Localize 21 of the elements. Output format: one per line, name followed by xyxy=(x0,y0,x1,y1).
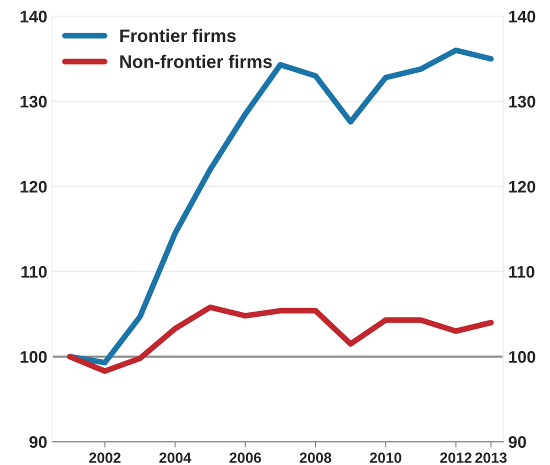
y2-tick-label: 110 xyxy=(509,266,534,278)
y2-tick-label: 130 xyxy=(509,96,536,108)
x-tick-label: 2004 xyxy=(159,452,192,463)
y2-tick-label: 100 xyxy=(509,351,536,363)
y-tick-label: 120 xyxy=(20,180,47,193)
y2-tick-label: 90 xyxy=(508,436,526,448)
x-tick-label: 2010 xyxy=(370,452,402,463)
y-tick-label: 130 xyxy=(20,96,47,108)
legend-label: Non-frontier firms xyxy=(120,54,272,68)
legend-label: Frontier firms xyxy=(120,28,236,42)
y2-tick-label: 120 xyxy=(509,180,536,193)
y2-tick-label: 140 xyxy=(509,10,536,22)
y-tick-label: 90 xyxy=(29,436,47,448)
x-tick-label: 2013 xyxy=(475,452,507,463)
y-tick-label: 140 xyxy=(20,10,47,22)
x-tick-label: 2012 xyxy=(440,452,472,463)
x-tick-label: 2008 xyxy=(300,452,332,463)
y-tick-label: 100 xyxy=(20,351,47,363)
x-tick-label: 2006 xyxy=(230,452,261,463)
x-tick-label: 2002 xyxy=(89,452,121,463)
y-tick-label: 110 xyxy=(22,266,47,278)
